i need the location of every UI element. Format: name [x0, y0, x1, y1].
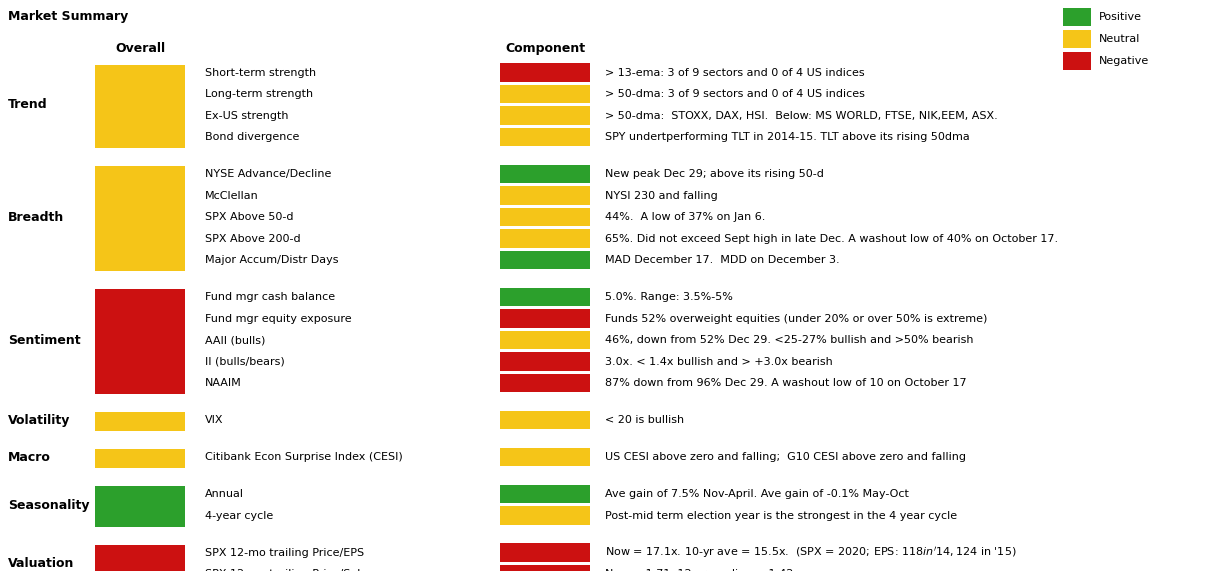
Text: US CESI above zero and falling;  G10 CESI above zero and falling: US CESI above zero and falling; G10 CESI…	[605, 452, 966, 463]
Text: Seasonality: Seasonality	[9, 498, 89, 512]
FancyBboxPatch shape	[95, 412, 185, 431]
Text: Bond divergence: Bond divergence	[205, 132, 300, 142]
Text: Component: Component	[505, 42, 585, 55]
Text: McClellan: McClellan	[205, 191, 258, 201]
Text: 65%. Did not exceed Sept high in late Dec. A washout low of 40% on October 17.: 65%. Did not exceed Sept high in late De…	[605, 234, 1058, 244]
Text: Short-term strength: Short-term strength	[205, 68, 317, 78]
FancyBboxPatch shape	[501, 565, 590, 571]
Text: Macro: Macro	[9, 451, 51, 464]
FancyBboxPatch shape	[95, 166, 185, 271]
FancyBboxPatch shape	[95, 65, 185, 148]
FancyBboxPatch shape	[1063, 8, 1091, 26]
Text: 44%.  A low of 37% on Jan 6.: 44%. A low of 37% on Jan 6.	[605, 212, 765, 222]
FancyBboxPatch shape	[501, 85, 590, 103]
FancyBboxPatch shape	[95, 449, 185, 468]
FancyBboxPatch shape	[1063, 52, 1091, 70]
FancyBboxPatch shape	[1063, 30, 1091, 48]
Text: Major Accum/Distr Days: Major Accum/Distr Days	[205, 255, 339, 266]
FancyBboxPatch shape	[501, 506, 590, 525]
FancyBboxPatch shape	[501, 251, 590, 269]
FancyBboxPatch shape	[501, 128, 590, 146]
Text: Now = 1.71. 12-yr median = 1.42.: Now = 1.71. 12-yr median = 1.42.	[605, 569, 797, 571]
Text: SPX Above 50-d: SPX Above 50-d	[205, 212, 294, 222]
FancyBboxPatch shape	[95, 545, 185, 571]
FancyBboxPatch shape	[501, 485, 590, 503]
FancyBboxPatch shape	[501, 186, 590, 204]
Text: 87% down from 96% Dec 29. A washout low of 10 on October 17: 87% down from 96% Dec 29. A washout low …	[605, 378, 967, 388]
Text: Long-term strength: Long-term strength	[205, 89, 313, 99]
FancyBboxPatch shape	[501, 288, 590, 306]
FancyBboxPatch shape	[95, 289, 185, 394]
Text: > 13-ema: 3 of 9 sectors and 0 of 4 US indices: > 13-ema: 3 of 9 sectors and 0 of 4 US i…	[605, 68, 865, 78]
Text: NYSI 230 and falling: NYSI 230 and falling	[605, 191, 717, 201]
Text: Annual: Annual	[205, 489, 244, 499]
FancyBboxPatch shape	[501, 63, 590, 82]
FancyBboxPatch shape	[501, 106, 590, 124]
Text: 4-year cycle: 4-year cycle	[205, 510, 273, 521]
Text: Positive: Positive	[1099, 12, 1142, 22]
Text: II (bulls/bears): II (bulls/bears)	[205, 357, 285, 367]
Text: < 20 is bullish: < 20 is bullish	[605, 415, 685, 425]
Text: AAII (bulls): AAII (bulls)	[205, 335, 266, 345]
Text: Volatility: Volatility	[9, 414, 71, 427]
Text: Overall: Overall	[114, 42, 166, 55]
Text: VIX: VIX	[205, 415, 223, 425]
FancyBboxPatch shape	[501, 164, 590, 183]
FancyBboxPatch shape	[501, 229, 590, 248]
FancyBboxPatch shape	[501, 543, 590, 562]
FancyBboxPatch shape	[501, 331, 590, 349]
Text: Valuation: Valuation	[9, 557, 74, 570]
FancyBboxPatch shape	[501, 411, 590, 429]
Text: 5.0%. Range: 3.5%-5%: 5.0%. Range: 3.5%-5%	[605, 292, 733, 302]
Text: 46%, down from 52% Dec 29. <25-27% bullish and >50% bearish: 46%, down from 52% Dec 29. <25-27% bulli…	[605, 335, 973, 345]
Text: SPX 12-mo trailing Price/EPS: SPX 12-mo trailing Price/EPS	[205, 548, 364, 558]
Text: Funds 52% overweight equities (under 20% or over 50% is extreme): Funds 52% overweight equities (under 20%…	[605, 313, 988, 324]
Text: > 50-dma:  STOXX, DAX, HSI.  Below: MS WORLD, FTSE, NIK,EEM, ASX.: > 50-dma: STOXX, DAX, HSI. Below: MS WOR…	[605, 111, 998, 120]
Text: Fund mgr equity exposure: Fund mgr equity exposure	[205, 313, 352, 324]
FancyBboxPatch shape	[501, 373, 590, 392]
FancyBboxPatch shape	[501, 448, 590, 466]
Text: SPY undertperforming TLT in 2014-15. TLT above its rising 50dma: SPY undertperforming TLT in 2014-15. TLT…	[605, 132, 970, 142]
Text: Neutral: Neutral	[1099, 34, 1140, 44]
FancyBboxPatch shape	[501, 352, 590, 371]
Text: Fund mgr cash balance: Fund mgr cash balance	[205, 292, 335, 302]
Text: NYSE Advance/Decline: NYSE Advance/Decline	[205, 169, 331, 179]
Text: Negative: Negative	[1099, 56, 1150, 66]
Text: SPX 12-mo trailing Price/Sales: SPX 12-mo trailing Price/Sales	[205, 569, 373, 571]
Text: Post-mid term election year is the strongest in the 4 year cycle: Post-mid term election year is the stron…	[605, 510, 957, 521]
Text: 3.0x. < 1.4x bullish and > +3.0x bearish: 3.0x. < 1.4x bullish and > +3.0x bearish	[605, 357, 833, 367]
Text: Ex-US strength: Ex-US strength	[205, 111, 289, 120]
Text: Trend: Trend	[9, 99, 48, 111]
FancyBboxPatch shape	[501, 309, 590, 328]
Text: > 50-dma: 3 of 9 sectors and 0 of 4 US indices: > 50-dma: 3 of 9 sectors and 0 of 4 US i…	[605, 89, 865, 99]
FancyBboxPatch shape	[95, 486, 185, 526]
Text: Market Summary: Market Summary	[9, 10, 128, 23]
Text: New peak Dec 29; above its rising 50-d: New peak Dec 29; above its rising 50-d	[605, 169, 823, 179]
Text: Now = 17.1x. 10-yr ave = 15.5x.  (SPX = 2020; EPS: $118 in '14, $124 in '15): Now = 17.1x. 10-yr ave = 15.5x. (SPX = 2…	[605, 545, 1017, 560]
Text: Citibank Econ Surprise Index (CESI): Citibank Econ Surprise Index (CESI)	[205, 452, 403, 463]
Text: Ave gain of 7.5% Nov-April. Ave gain of -0.1% May-Oct: Ave gain of 7.5% Nov-April. Ave gain of …	[605, 489, 909, 499]
Text: SPX Above 200-d: SPX Above 200-d	[205, 234, 301, 244]
FancyBboxPatch shape	[501, 208, 590, 226]
Text: Sentiment: Sentiment	[9, 334, 80, 347]
Text: Breadth: Breadth	[9, 211, 65, 224]
Text: NAAIM: NAAIM	[205, 378, 241, 388]
Text: MAD December 17.  MDD on December 3.: MAD December 17. MDD on December 3.	[605, 255, 839, 266]
